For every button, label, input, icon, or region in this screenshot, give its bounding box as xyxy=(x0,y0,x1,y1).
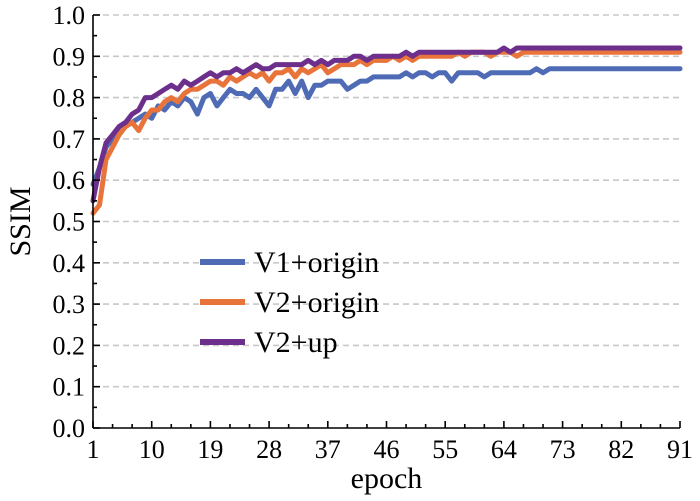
x-tick-label: 1 xyxy=(87,435,100,464)
x-tick-label: 46 xyxy=(374,435,400,464)
series-line-v1-origin xyxy=(90,66,683,187)
tick-labels: 0.0 0.1 0.2 0.3 0.4 0.5 0.6 0.7 0.8 0.9 1.0 1 10 19 28… xyxy=(53,1,694,464)
y-tick-label: 0.3 xyxy=(53,290,86,319)
x-axis-title: epoch xyxy=(351,462,423,495)
x-tick-label: 64 xyxy=(491,435,517,464)
y-tick-label: 0.7 xyxy=(53,125,86,154)
y-tick-label: 0.6 xyxy=(53,166,86,195)
legend-label: V2+origin xyxy=(254,286,379,319)
legend-label: V1+origin xyxy=(254,246,379,279)
x-tick-label: 55 xyxy=(432,435,458,464)
series-lines xyxy=(90,45,683,216)
y-tick-label: 1.0 xyxy=(53,1,86,30)
y-axis-title: SSIM xyxy=(4,186,37,256)
legend-label: V2+up xyxy=(254,326,338,359)
x-tick-label: 10 xyxy=(139,435,165,464)
x-tick-label: 73 xyxy=(550,435,576,464)
x-tick-label: 82 xyxy=(608,435,634,464)
x-tick-label: 37 xyxy=(315,435,341,464)
y-tick-label: 0.9 xyxy=(53,42,86,71)
grid-lines xyxy=(93,14,680,388)
series-line-v2-origin xyxy=(90,49,683,216)
axes xyxy=(92,14,681,429)
y-tick-label: 0.2 xyxy=(53,331,86,360)
y-tick-label: 0.0 xyxy=(53,414,86,443)
y-tick-label: 0.8 xyxy=(53,84,86,113)
y-tick-label: 0.5 xyxy=(53,208,86,237)
y-tick-label: 0.1 xyxy=(53,373,86,402)
x-tick-label: 28 xyxy=(256,435,282,464)
legend: V1+origin V2+origin V2+up xyxy=(200,246,379,359)
y-tick-label: 0.4 xyxy=(53,249,86,278)
x-tick-label: 91 xyxy=(667,435,693,464)
x-tick-label: 19 xyxy=(197,435,223,464)
series-line-v2-up xyxy=(90,45,683,204)
